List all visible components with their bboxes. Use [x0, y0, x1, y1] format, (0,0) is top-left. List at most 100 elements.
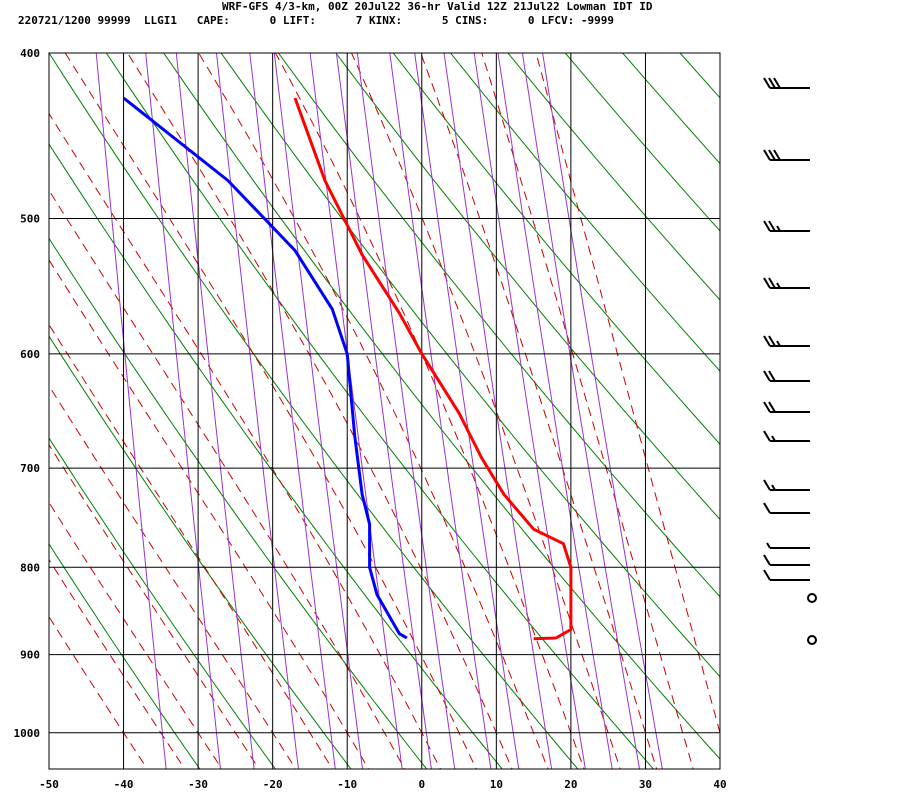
mixing-ratio-line: [521, 53, 641, 769]
moist-adiabat-line: [49, 259, 370, 769]
barb-full: [768, 370, 776, 382]
mixing-ratio-line: [175, 53, 255, 769]
temperature-tick-label: 20: [564, 778, 577, 791]
dry-adiabat-line: [392, 53, 720, 445]
barb-full: [768, 401, 776, 413]
pressure-tick-label: 1000: [14, 727, 41, 740]
temperature-tick-label: 0: [418, 778, 425, 791]
temperature-tick-label: 40: [713, 778, 726, 791]
mixing-ratio-line: [273, 53, 364, 769]
moist-adiabat-line: [420, 53, 658, 769]
chart-grid: [49, 15, 900, 776]
dry-adiabat-line: [49, 335, 352, 769]
wind-barb: [763, 502, 810, 514]
barb-full: [763, 335, 771, 347]
barb-full: [763, 370, 771, 382]
barb-half: [771, 435, 776, 442]
dry-adiabat-line: [335, 53, 720, 521]
dry-adiabat-line: [105, 53, 655, 769]
calm-wind-circle: [807, 635, 817, 645]
barb-full: [773, 149, 781, 161]
barb-half: [766, 542, 771, 549]
barb-full: [763, 569, 771, 581]
mixing-ratio-line: [95, 53, 167, 769]
barb-full: [768, 77, 776, 89]
moist-adiabat-line: [49, 501, 223, 769]
moist-adiabat-line: [49, 384, 297, 769]
dry-adiabat-line: [564, 53, 720, 232]
barb-full: [768, 335, 776, 347]
dry-adiabat-line: [703, 15, 900, 776]
temperature-tick-label: -50: [39, 778, 59, 791]
calm-wind-circle: [807, 593, 817, 603]
dry-adiabat-line: [163, 53, 720, 760]
moist-adiabat-line: [274, 53, 585, 769]
stability-indices-line: 220721/1200 99999 LLGI1 CAPE: 0 LIFT: 7 …: [18, 14, 615, 27]
barb-full: [768, 277, 776, 289]
temperature-tick-label: -10: [337, 778, 357, 791]
mixing-ratio-line: [249, 53, 336, 769]
barb-full: [763, 277, 771, 289]
mixing-ratio-line: [414, 53, 520, 769]
barb-full: [763, 77, 771, 89]
mixing-ratio-line: [356, 53, 456, 769]
pressure-tick-label: 800: [20, 561, 40, 574]
barb-full: [763, 479, 771, 491]
wind-barb: [807, 635, 817, 645]
mixing-ratio-line: [389, 53, 492, 769]
moist-adiabat-line: [481, 53, 694, 769]
wind-barb: [763, 370, 810, 382]
dry-adiabat-line: [277, 53, 720, 598]
dry-adiabat-line: [49, 53, 579, 769]
barb-half: [771, 484, 776, 491]
barb-half: [776, 282, 781, 289]
plot-frame: [48, 52, 721, 770]
barb-full: [763, 401, 771, 413]
wind-barb: [763, 277, 810, 289]
barb-full: [768, 149, 776, 161]
moist-adiabat-line: [49, 112, 442, 769]
temperature-tick-label: 30: [639, 778, 652, 791]
temperature-tick-label: -40: [114, 778, 134, 791]
pressure-tick-label: 500: [20, 213, 40, 226]
moist-adiabat-line: [350, 53, 621, 769]
chart-title: WRF-GFS 4/3-km, 00Z 20Jul22 36-hr Valid …: [222, 0, 653, 13]
mixing-ratio-line: [542, 53, 663, 769]
moist-adiabat-line: [49, 189, 406, 769]
mixing-ratio-line: [335, 53, 432, 769]
dry-adiabat-line: [449, 53, 720, 372]
temperature-tick-label: -20: [263, 778, 283, 791]
wind-barb: [763, 149, 810, 161]
barb-half: [776, 340, 781, 347]
wind-barbs: [763, 77, 817, 645]
wind-barb: [763, 77, 810, 89]
pressure-tick-label: 700: [20, 462, 40, 475]
temperature-tick-label: -30: [188, 778, 208, 791]
pressure-tick-label: 900: [20, 649, 40, 662]
moist-adiabat-line: [198, 53, 549, 769]
sounding-series: [122, 96, 573, 641]
mixing-ratio-line: [473, 53, 586, 769]
pressure-axis: 400 500 600 700 800 900 1000: [14, 47, 41, 740]
mixing-ratio-line: [443, 53, 553, 769]
moist-adiabat-line: [126, 53, 513, 769]
dry-adiabat-line: [760, 15, 900, 776]
wind-barb: [763, 479, 810, 491]
mixing-ratio-line: [215, 53, 299, 769]
barb-full: [763, 554, 771, 566]
pressure-tick-label: 600: [20, 348, 40, 361]
dry-adiabat-line: [49, 437, 277, 769]
barb-full: [763, 220, 771, 232]
barb-full: [763, 149, 771, 161]
dry-adiabat-line: [679, 53, 720, 99]
mixing-ratio-line: [497, 53, 613, 769]
mixing-ratio-line: [309, 53, 403, 769]
wind-barb: [763, 569, 810, 581]
dry-adiabat-line: [507, 53, 720, 301]
dry-adiabat-line: [49, 237, 428, 769]
wind-barb: [763, 220, 810, 232]
mixing-ratio-line: [145, 53, 222, 769]
barb-full: [763, 430, 771, 442]
wind-barb: [766, 542, 810, 549]
